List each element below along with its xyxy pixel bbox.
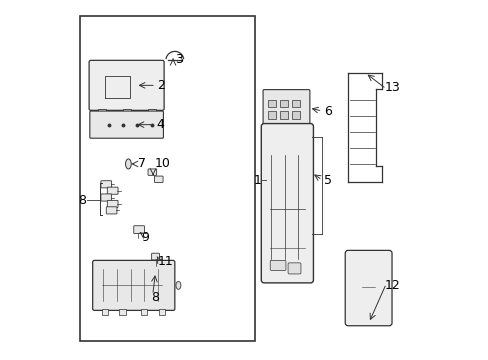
Bar (148, 109, 156, 116)
Bar (123, 109, 131, 116)
Bar (268, 100, 276, 108)
Text: 1: 1 (253, 174, 261, 186)
Text: 2: 2 (157, 79, 165, 92)
FancyBboxPatch shape (106, 207, 117, 214)
Text: 12: 12 (384, 279, 400, 292)
Bar (98, 109, 106, 116)
Ellipse shape (176, 282, 181, 289)
Text: 8: 8 (79, 194, 86, 207)
FancyBboxPatch shape (270, 260, 285, 270)
Bar (141, 309, 147, 315)
FancyBboxPatch shape (287, 263, 300, 274)
Text: 5: 5 (323, 174, 331, 186)
Bar (280, 100, 287, 108)
Text: 6: 6 (323, 104, 331, 118)
FancyBboxPatch shape (93, 260, 175, 310)
Text: 13: 13 (384, 81, 400, 94)
FancyBboxPatch shape (101, 194, 111, 201)
FancyBboxPatch shape (261, 123, 313, 283)
FancyBboxPatch shape (134, 226, 144, 234)
FancyBboxPatch shape (263, 90, 309, 126)
Text: 4: 4 (156, 118, 163, 131)
Bar (291, 111, 299, 119)
Text: 10: 10 (154, 157, 170, 170)
Bar (80, 16, 255, 341)
Text: 3: 3 (175, 53, 183, 66)
Bar (102, 309, 108, 315)
FancyBboxPatch shape (345, 250, 391, 326)
Text: 8: 8 (151, 291, 159, 305)
Ellipse shape (125, 159, 131, 169)
FancyBboxPatch shape (107, 201, 118, 207)
Circle shape (152, 266, 158, 272)
Bar (268, 111, 276, 119)
FancyBboxPatch shape (90, 111, 163, 138)
FancyBboxPatch shape (148, 169, 156, 175)
FancyBboxPatch shape (107, 187, 118, 194)
Text: 7: 7 (138, 157, 146, 170)
FancyBboxPatch shape (154, 176, 163, 183)
FancyBboxPatch shape (101, 181, 111, 188)
Text: 11: 11 (158, 255, 173, 268)
Bar (280, 111, 287, 119)
Bar (291, 100, 299, 108)
Text: 9: 9 (141, 231, 148, 244)
FancyBboxPatch shape (89, 60, 164, 111)
Bar (119, 309, 125, 315)
Bar (159, 309, 165, 315)
FancyBboxPatch shape (151, 253, 159, 260)
